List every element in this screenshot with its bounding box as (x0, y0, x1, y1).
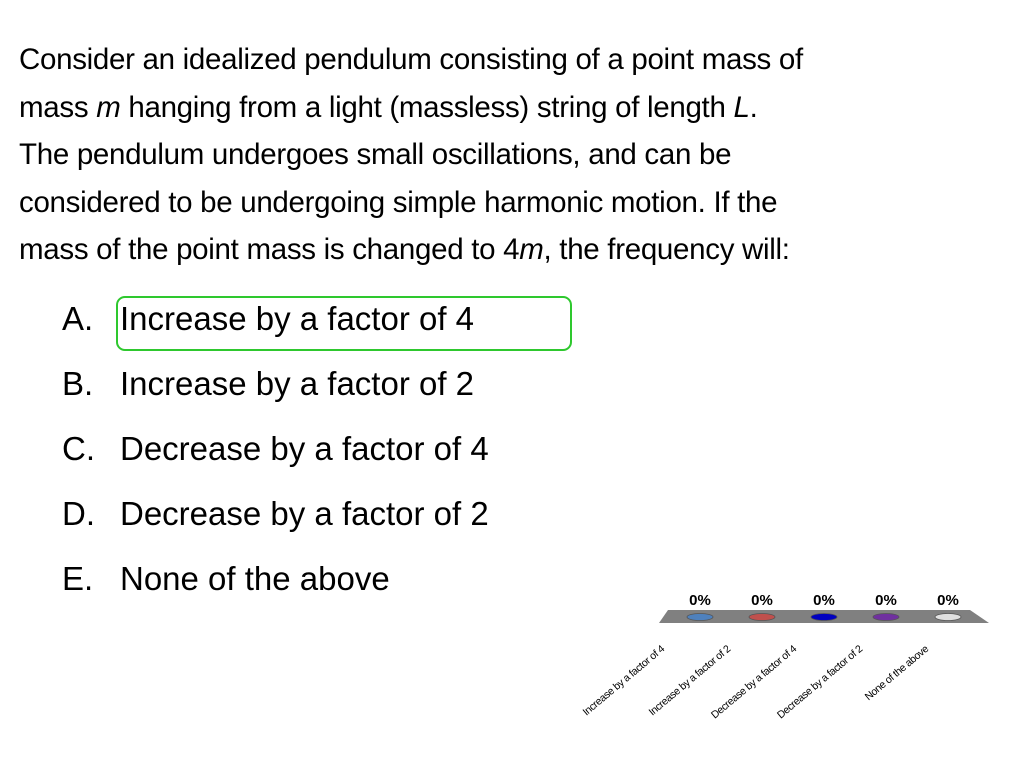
data-label: 0% (937, 592, 959, 609)
data-label: 0% (813, 592, 835, 609)
question-line-2: mass m hanging from a light (massless) s… (19, 90, 758, 124)
bar-base (748, 613, 776, 621)
bar-base (686, 613, 714, 621)
question-line-4: considered to be undergoing simple harmo… (19, 185, 778, 219)
question-line-3: The pendulum undergoes small oscillation… (19, 138, 732, 171)
bar-base (934, 613, 962, 621)
category-label: None of the above (863, 643, 932, 703)
correct-answer-highlight (116, 296, 572, 351)
question-line-1: Consider an idealized pendulum consistin… (19, 43, 803, 76)
bar-base (872, 613, 900, 621)
data-label: 0% (689, 592, 711, 609)
question-line-5: mass of the point mass is changed to 4m,… (19, 233, 790, 266)
data-label: 0% (751, 592, 773, 609)
data-label: 0% (875, 592, 897, 609)
bar-base (810, 613, 838, 621)
question-text: Consider an idealized pendulum consistin… (19, 36, 1019, 274)
